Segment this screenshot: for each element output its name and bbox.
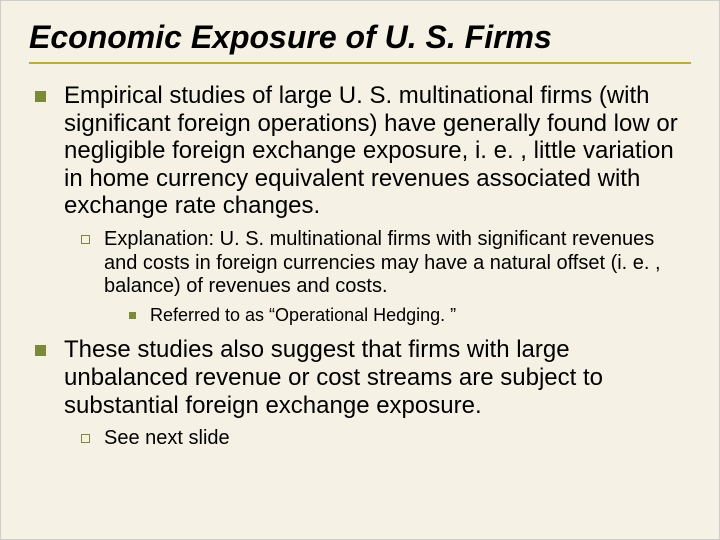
bullet-text: Empirical studies of large U. S. multina… [64, 82, 691, 220]
bullet-level2: See next slide [81, 427, 691, 451]
bullet-text: Referred to as “Operational Hedging. ” [150, 305, 456, 327]
square-bullet-icon [35, 345, 46, 356]
small-square-bullet-icon [129, 312, 136, 319]
bullet-level1: These studies also suggest that firms wi… [29, 336, 691, 419]
bullet-text: See next slide [104, 427, 230, 451]
title-block: Economic Exposure of U. S. Firms [29, 19, 691, 64]
bullet-level3: Referred to as “Operational Hedging. ” [129, 305, 691, 327]
square-bullet-icon [35, 91, 46, 102]
slide-title: Economic Exposure of U. S. Firms [29, 19, 691, 56]
slide: Economic Exposure of U. S. Firms Empiric… [1, 1, 719, 477]
bullet-level2: Explanation: U. S. multinational firms w… [81, 228, 691, 299]
bullet-level1: Empirical studies of large U. S. multina… [29, 82, 691, 220]
bullet-text: Explanation: U. S. multinational firms w… [104, 228, 691, 299]
bullet-text: These studies also suggest that firms wi… [64, 336, 691, 419]
hollow-square-bullet-icon [81, 235, 90, 244]
hollow-square-bullet-icon [81, 434, 90, 443]
